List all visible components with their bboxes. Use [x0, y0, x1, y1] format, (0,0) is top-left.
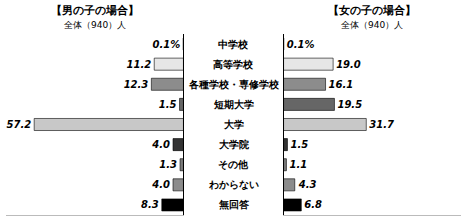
svg-text:【女の子の場合】: 【女の子の場合】 — [328, 4, 416, 17]
svg-text:1.3: 1.3 — [159, 159, 177, 170]
svg-text:31.7: 31.7 — [369, 119, 394, 130]
svg-text:全体（940）人: 全体（940）人 — [341, 20, 403, 30]
svg-text:0.1%: 0.1% — [287, 39, 315, 50]
svg-text:高等学校: 高等学校 — [213, 59, 254, 70]
svg-text:4.0: 4.0 — [151, 179, 170, 190]
svg-text:57.2: 57.2 — [6, 119, 31, 130]
svg-text:4.0: 4.0 — [151, 139, 170, 150]
svg-text:1.1: 1.1 — [289, 159, 307, 170]
svg-text:短期大学: 短期大学 — [213, 99, 254, 110]
svg-text:12.3: 12.3 — [124, 79, 149, 90]
svg-text:無回答: 無回答 — [218, 199, 250, 210]
svg-text:4.3: 4.3 — [298, 179, 317, 190]
svg-text:【男の子の場合】: 【男の子の場合】 — [51, 4, 139, 17]
svg-text:各種学校・専修学校: 各種学校・専修学校 — [188, 79, 280, 90]
svg-text:わからない: わからない — [208, 179, 259, 191]
svg-text:16.1: 16.1 — [329, 79, 354, 90]
svg-text:6.8: 6.8 — [304, 199, 322, 210]
svg-text:19.5: 19.5 — [337, 99, 362, 110]
svg-text:11.2: 11.2 — [127, 59, 152, 70]
svg-text:19.0: 19.0 — [336, 59, 361, 70]
svg-text:大学院: 大学院 — [218, 139, 249, 150]
svg-text:その他: その他 — [218, 159, 249, 170]
svg-text:1.5: 1.5 — [159, 99, 177, 110]
svg-text:大学: 大学 — [223, 119, 244, 130]
svg-text:0.1%: 0.1% — [152, 39, 180, 50]
svg-text:中学校: 中学校 — [218, 39, 249, 50]
svg-text:1.5: 1.5 — [290, 139, 308, 150]
svg-text:全体（940）人: 全体（940）人 — [64, 20, 126, 30]
svg-text:8.3: 8.3 — [141, 199, 159, 210]
